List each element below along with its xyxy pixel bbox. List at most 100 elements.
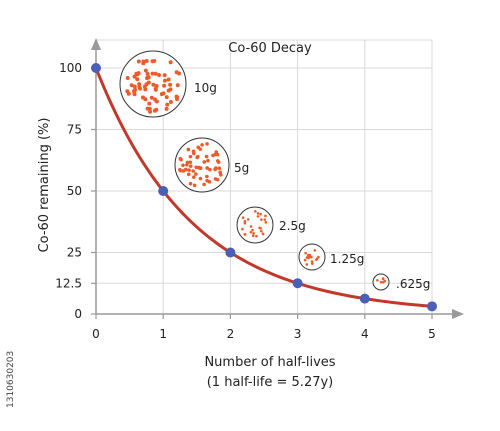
sample-2: 2.5g [236,206,306,244]
sample-dot [183,167,188,172]
sample-dot [147,106,152,111]
sample-dot [215,159,220,163]
y-tick-label-3: 25 [67,246,82,260]
data-points [91,63,437,312]
sample-dot [162,78,167,83]
sample-dot [252,232,255,235]
sample-dot [205,166,209,170]
sample-dot [186,172,191,177]
y-tick-label-2: 50 [67,184,82,198]
sample-dot [264,214,267,218]
sample-dot [241,227,244,231]
sample-dot [174,70,179,75]
sample-dot [185,162,189,167]
sample-dot [198,147,203,151]
watermark-id: 1310630203 [6,351,16,408]
sample-dot [153,71,158,76]
x-axis-label: Number of half-lives [204,355,335,370]
sample-dot [260,218,263,221]
sample-dot [381,277,385,281]
sample-dot [194,172,198,176]
sample-dot [178,156,183,161]
sample-dot [205,174,209,179]
y-axis-label: Co-60 remaining (%) [37,118,52,253]
sample-dot [208,167,212,172]
sample-dot [186,147,191,152]
data-point-0 [91,63,101,73]
sample-dot [308,253,312,257]
sample-dot [188,154,193,159]
sample-dot [125,89,130,94]
sample-dot [243,221,247,225]
sample-dot [150,59,155,64]
sample-dot [313,249,317,252]
sample-dot [246,218,250,221]
sample-dot [168,82,173,87]
sample-dot [157,72,162,77]
sample-dot [196,154,200,159]
sample-dot [197,165,201,170]
sample-dot [194,165,198,170]
sample-dot [175,83,180,88]
sample-dot [205,142,209,146]
sample-dot [249,230,253,234]
sample-dot [145,72,150,77]
x-axis-sublabel: (1 half-life = 5.27y) [207,375,334,390]
sample-dot [137,84,142,89]
sample-dot [188,181,193,186]
sample-dot [166,77,171,82]
sample-dot [251,234,255,238]
decay-curve [94,67,433,308]
sample-dot [162,73,167,78]
sample-dot [376,278,379,282]
sample-dot [254,210,257,213]
sample-dot [310,255,313,259]
sample-dot [151,82,156,87]
sample-dot [144,59,149,64]
sample-dot [152,97,157,102]
sample-dot [132,84,137,89]
sample-dot [135,77,140,82]
sample-dot [241,216,245,219]
sample-dot [191,169,195,173]
sample-dot [311,262,314,265]
x-tick-labels: 0 1 2 3 4 5 [92,327,436,341]
sample-1: 5g [174,137,249,193]
sample-dot [255,234,258,238]
x-tick-label-1: 1 [159,327,167,341]
sample-dot [307,255,311,259]
y-axis-arrow [91,38,101,50]
data-point-3 [292,278,303,289]
sample-dot [304,251,307,255]
sample-dot [317,255,320,259]
x-axis-arrow [452,309,464,319]
sample-dot [192,151,196,156]
sample-dot [175,97,179,102]
sample-dot [178,167,182,172]
x-tick-label-0: 0 [92,327,100,341]
sample-dot [214,166,218,170]
sample-dot [260,229,263,233]
sample-dot [188,160,193,165]
watermark-text: 1310630203 [6,351,16,408]
x-tick-label-3: 3 [294,327,302,341]
sample-label-0: 10g [194,81,217,95]
sample-dot [379,280,383,284]
sample-label-4: .625g [396,277,430,291]
y-tick-label-5: 0 [74,307,82,321]
sample-label-2: 2.5g [279,219,306,233]
data-point-4 [359,293,370,304]
sample-0: 10g [119,50,217,118]
y-tick-labels: 100 75 50 25 12.5 0 [55,61,82,321]
sample-dot [150,71,155,76]
sample-dot [192,175,196,179]
sample-dot [204,154,209,159]
sample-4: .625g [372,273,430,291]
sample-dot [154,84,159,89]
data-point-2 [225,247,236,258]
sample-dot [264,221,268,224]
sample-dot [217,166,222,171]
sample-label-3: 1.25g [330,252,364,266]
sample-dot [261,232,265,236]
